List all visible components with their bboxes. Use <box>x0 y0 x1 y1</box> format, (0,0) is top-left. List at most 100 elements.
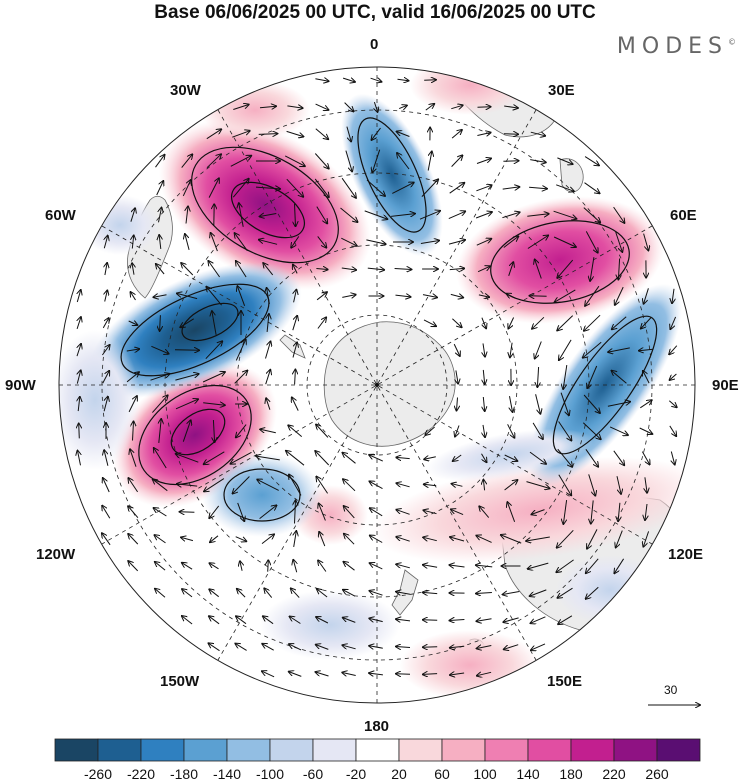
wind-vector-arrow <box>583 207 600 223</box>
wind-vector-arrow <box>315 451 330 466</box>
wind-vector-arrow <box>240 561 242 571</box>
wind-vector-arrow <box>456 370 458 383</box>
brand-mark: © <box>728 37 736 47</box>
wind-vector-arrow <box>483 396 484 411</box>
wind-vector-arrow <box>77 317 81 330</box>
colorbar-tick-label: 260 <box>645 766 669 782</box>
wind-vector-arrow <box>235 340 245 361</box>
wind-vector-arrow <box>421 179 438 197</box>
wind-vector-arrow <box>582 422 600 439</box>
lon-label-30e: 30E <box>548 82 575 99</box>
wind-vector-arrow <box>507 424 515 437</box>
wind-vector-arrow <box>233 476 250 494</box>
wind-vector-arrow <box>483 480 484 491</box>
wind-vector-arrow <box>583 394 600 413</box>
wind-vector-arrow <box>265 342 271 359</box>
wind-vector-arrow <box>287 106 302 108</box>
wind-vector-arrow <box>618 502 620 521</box>
wind-vector-arrow <box>260 214 277 217</box>
wind-vector-arrow <box>235 233 248 252</box>
anomaly-positive-30e <box>410 67 530 115</box>
wind-vector-arrow <box>529 451 546 464</box>
wind-vector-arrow <box>209 643 220 652</box>
wind-vector-arrow <box>558 421 572 441</box>
colorbar-swatch <box>269 738 314 762</box>
wind-vector-arrow <box>457 397 458 411</box>
colorbar-swatch <box>140 738 185 762</box>
wind-vector-arrow <box>319 532 326 547</box>
wind-vector-arrow <box>237 502 245 521</box>
wind-vector-arrow <box>671 451 674 465</box>
wind-vector-arrow <box>501 535 522 544</box>
wind-vector-arrow <box>397 79 409 80</box>
wind-vector-arrow <box>237 589 246 598</box>
wind-vector-arrow <box>616 476 621 494</box>
wind-vector-arrow <box>504 106 518 108</box>
anomaly-negative-45w <box>80 195 160 255</box>
wind-vector-arrow <box>290 617 301 624</box>
wind-vector-arrow <box>448 240 465 245</box>
wind-vector-arrow <box>396 619 411 621</box>
wind-vector-arrow <box>479 506 490 518</box>
wind-vector-arrow <box>366 239 385 244</box>
wind-vector-arrow <box>503 134 518 135</box>
wind-vector-arrow <box>267 314 269 332</box>
wind-vector-arrow <box>316 477 329 494</box>
wind-vector-arrow <box>372 127 381 140</box>
wind-vector-arrow <box>206 287 222 306</box>
wind-vector-arrow <box>159 419 161 443</box>
page-title: Base 06/06/2025 00 UTC, valid 16/06/2025… <box>154 2 596 23</box>
wind-vector-arrow <box>175 399 198 410</box>
wind-vector-arrow <box>237 286 246 306</box>
wind-vector-arrow <box>558 474 571 496</box>
wind-vector-arrow <box>160 315 161 331</box>
wind-vector-arrow <box>587 529 598 548</box>
lon-label-180: 180 <box>364 718 390 735</box>
wind-vector-arrow <box>104 450 109 466</box>
wind-vector-arrow <box>154 508 167 517</box>
wind-vector-arrow <box>557 259 574 278</box>
wind-vector-arrow <box>396 592 410 595</box>
wind-vector-arrow <box>182 563 193 570</box>
wind-vector-arrow <box>508 317 515 329</box>
wind-vector-arrow <box>563 365 568 389</box>
wind-vector-arrow <box>560 392 569 416</box>
wind-vector-arrow <box>342 645 356 649</box>
wind-vector-arrow <box>102 506 111 519</box>
wind-vector-arrow <box>423 674 438 675</box>
wind-vector-arrow <box>344 102 354 112</box>
wind-vector-arrow <box>104 236 107 249</box>
colorbar-tick-label: -60 <box>302 766 324 782</box>
wind-vector-arrow <box>374 101 377 112</box>
wind-vector-arrow <box>668 400 676 407</box>
wind-vector-arrow <box>369 618 383 621</box>
wind-vector-arrow <box>507 502 516 522</box>
wind-vector-arrow <box>669 425 676 436</box>
wind-vector-arrow <box>264 588 273 598</box>
wind-vector-arrow <box>182 180 190 197</box>
wind-vector-arrow <box>105 291 108 302</box>
lon-label-60w: 60W <box>45 207 76 224</box>
wind-vector-arrow <box>558 587 573 598</box>
wind-vector-arrow <box>451 155 463 167</box>
colorbar-swatch <box>527 738 572 762</box>
wind-vector-arrow <box>607 402 630 407</box>
wind-vector-arrow <box>78 397 80 412</box>
wind-vector-arrow <box>315 79 328 81</box>
wind-vector-arrow <box>559 339 572 360</box>
lon-label-120w: 120W <box>36 546 76 563</box>
wind-vector-arrow <box>640 400 651 409</box>
wind-vector-arrow <box>537 366 538 387</box>
wind-vector-arrow <box>396 537 410 542</box>
wind-vector-arrow <box>503 237 518 248</box>
wind-vector-arrow <box>155 589 166 598</box>
wind-vector-arrow <box>527 214 548 216</box>
wind-vector-arrow <box>126 372 139 383</box>
wind-vector-arrow <box>535 341 542 359</box>
wind-vector-arrow <box>452 318 461 327</box>
wind-vector-arrow <box>319 504 326 521</box>
wind-vector-arrow <box>314 178 329 197</box>
wind-vector-arrow <box>153 479 168 492</box>
colorbar-swatch <box>656 738 701 762</box>
